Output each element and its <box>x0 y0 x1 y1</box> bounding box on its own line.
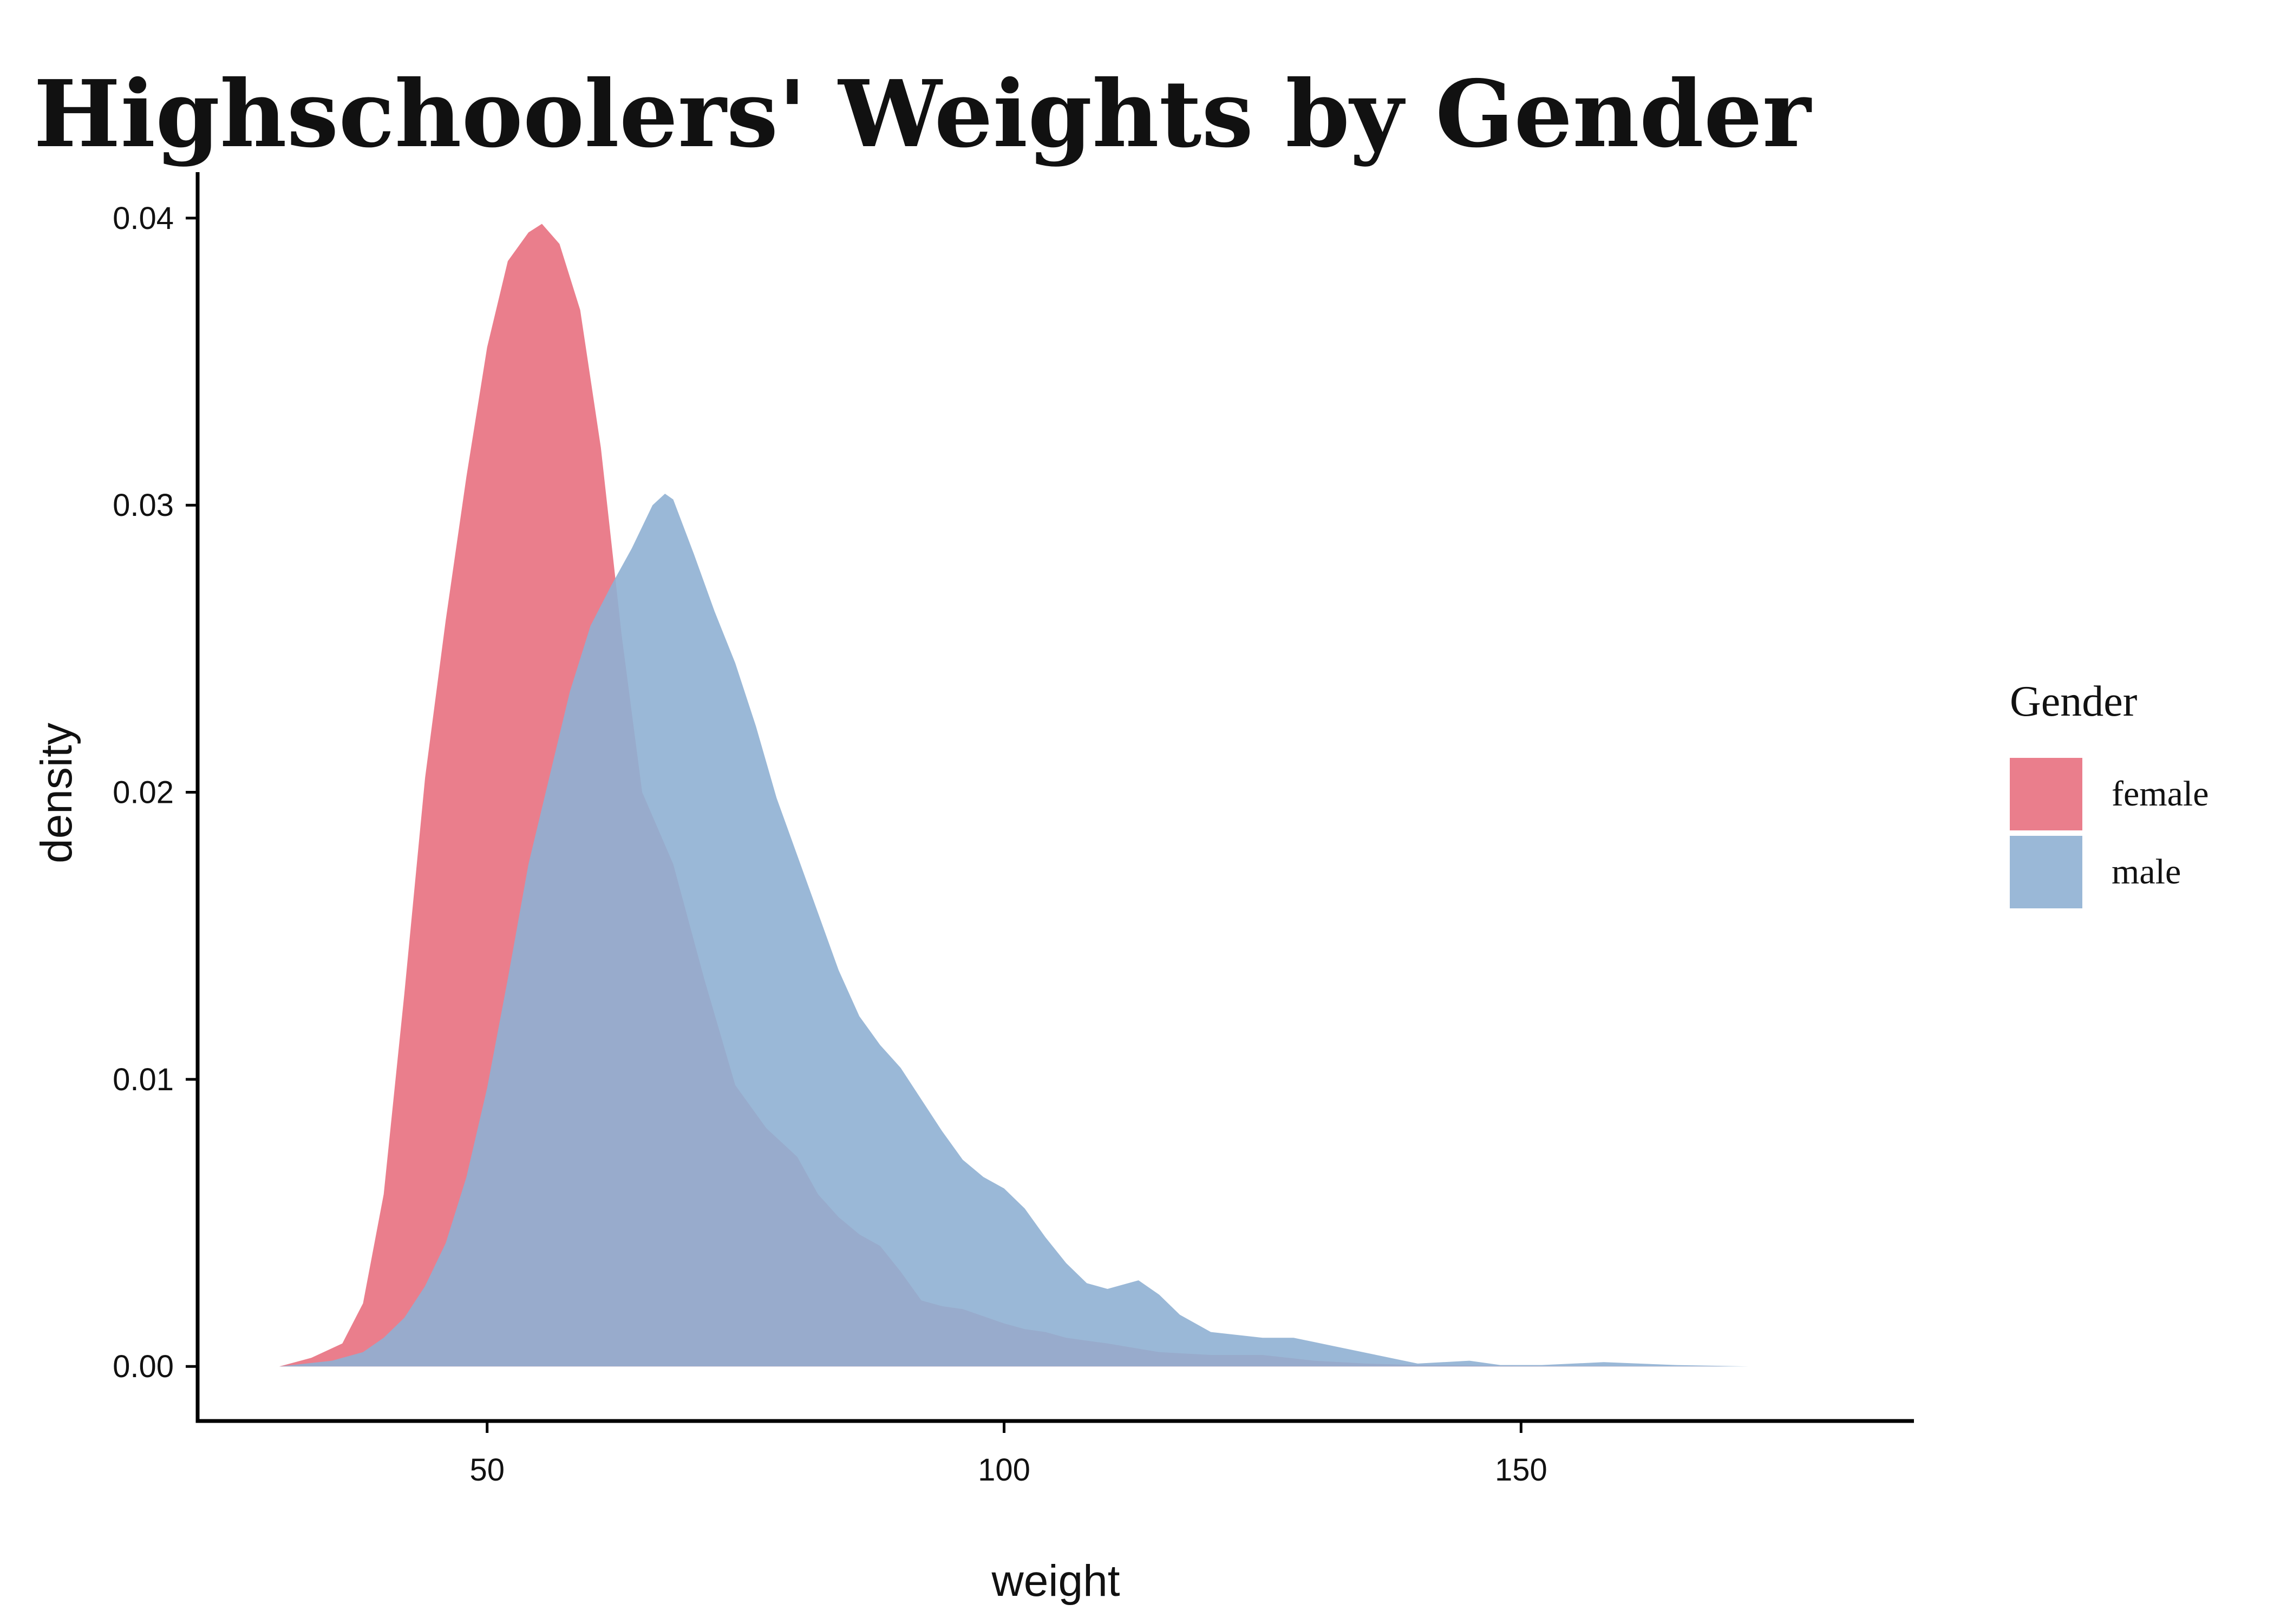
x-tick-label: 100 <box>978 1452 1030 1488</box>
y-tick-label: 0.04 <box>113 201 174 236</box>
y-axis-ticks: 0.00 0.01 0.02 0.03 0.04 <box>113 201 198 1384</box>
y-tick-label: 0.00 <box>113 1349 174 1384</box>
legend-label-female: female <box>2112 774 2209 814</box>
x-tick-label: 50 <box>469 1452 505 1488</box>
y-axis-title: density <box>32 723 81 863</box>
x-axis-title: weight <box>991 1556 1120 1606</box>
legend-items: female male <box>2010 758 2209 908</box>
legend-swatch-male <box>2010 836 2082 908</box>
x-tick-label: 150 <box>1495 1452 1547 1488</box>
legend: Gender female male <box>2010 678 2209 908</box>
chart-title: Highschoolers' Weights by Gender <box>34 60 1812 168</box>
legend-swatch-female <box>2010 758 2082 830</box>
plot-areas <box>279 224 1834 1367</box>
y-tick-label: 0.01 <box>113 1062 174 1097</box>
legend-title: Gender <box>2010 678 2137 725</box>
density-area-male <box>279 494 1834 1367</box>
x-axis-ticks: 50 100 150 <box>469 1421 1547 1488</box>
y-tick-label: 0.02 <box>113 775 174 810</box>
y-tick-label: 0.03 <box>113 488 174 523</box>
legend-label-male: male <box>2112 852 2181 892</box>
